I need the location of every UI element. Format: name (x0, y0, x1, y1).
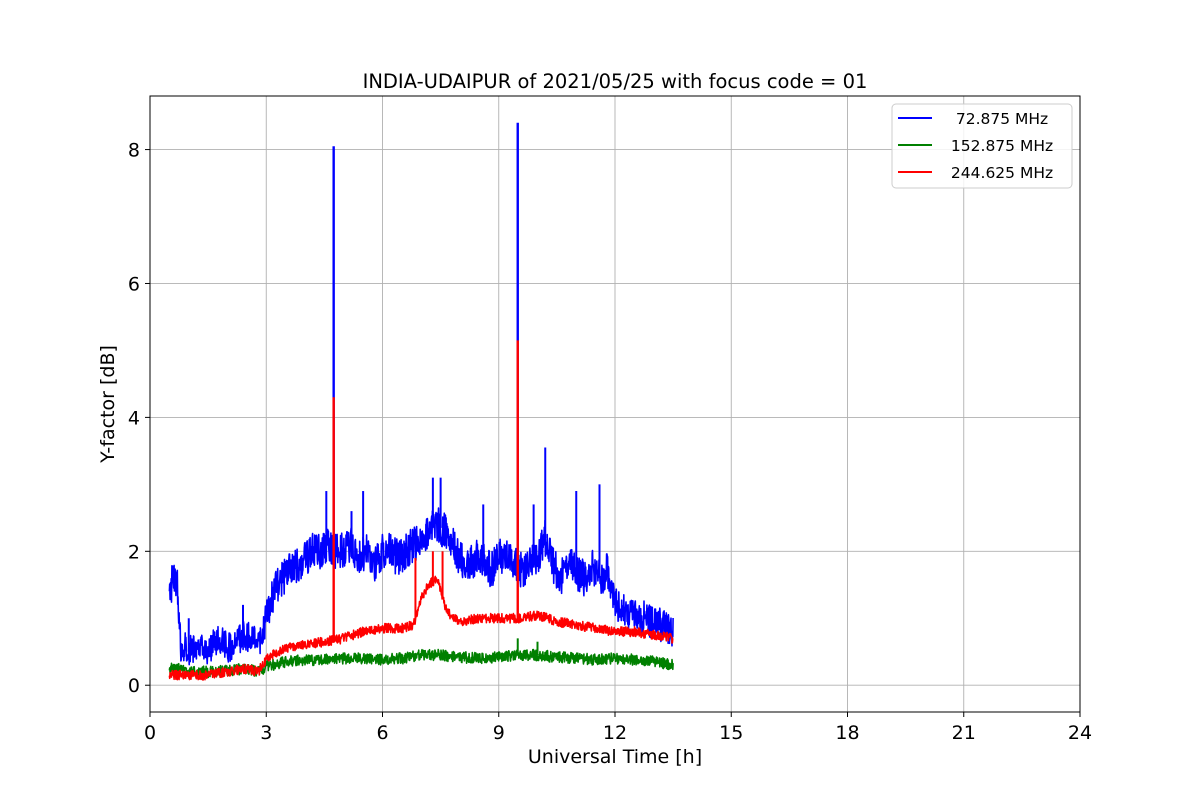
y-tick-label: 8 (128, 140, 140, 162)
x-tick-label: 24 (1068, 722, 1092, 744)
x-tick-label: 9 (493, 722, 505, 744)
y-tick-label: 2 (128, 541, 140, 563)
legend-label-72875: 72.875 MHz (946, 110, 1048, 128)
x-tick-label: 12 (603, 722, 627, 744)
series-trace (168, 507, 674, 666)
legend-label-244625: 244.625 MHz (946, 164, 1053, 182)
y-tick-label: 0 (128, 675, 140, 697)
series-244-625-mhz (168, 340, 674, 681)
legend: 72.875 MHz 152.875 MHz 244.625 MHz (891, 103, 1073, 189)
x-tick-label: 3 (260, 722, 272, 744)
series-trace (168, 575, 674, 681)
chart-title: INDIA-UDAIPUR of 2021/05/25 with focus c… (363, 70, 868, 93)
y-axis-label: Y-factor [dB] (97, 345, 119, 464)
x-tick-label: 0 (144, 722, 156, 744)
x-tick-label: 15 (719, 722, 743, 744)
x-tick-label: 18 (835, 722, 859, 744)
legend-label-152875: 152.875 MHz (946, 137, 1053, 155)
x-tick-label: 6 (376, 722, 388, 744)
x-tick-label: 21 (952, 722, 976, 744)
y-tick-label: 6 (128, 273, 140, 295)
legend-box (891, 103, 1073, 189)
x-axis-label: Universal Time [h] (528, 746, 702, 768)
series-group (168, 122, 674, 681)
y-tick-label: 4 (128, 407, 140, 429)
series-72-875-mhz (168, 122, 674, 666)
